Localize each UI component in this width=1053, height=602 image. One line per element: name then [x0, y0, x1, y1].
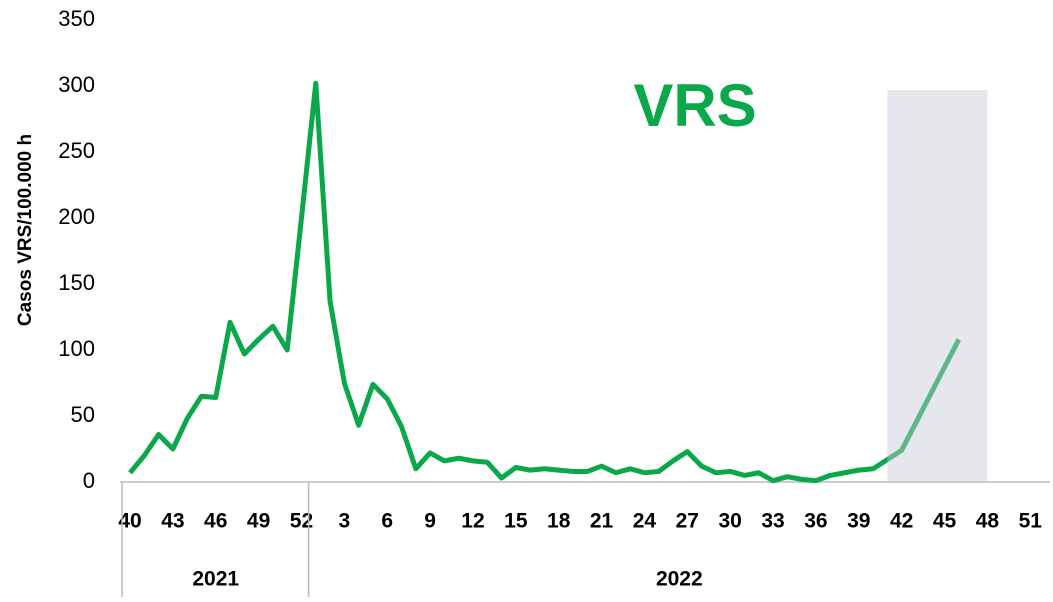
x-tick-label: 3 [339, 510, 351, 533]
y-tick-label: 50 [71, 402, 95, 427]
x-tick-label: 45 [933, 510, 957, 533]
x-tick-label: 39 [847, 510, 870, 533]
x-tick-label: 9 [424, 510, 436, 533]
x-tick-label: 36 [804, 510, 827, 533]
group-label: 2022 [656, 568, 703, 591]
y-axis-title: Casos VRS/100.000 h [15, 134, 36, 326]
x-tick-label: 21 [590, 510, 614, 533]
x-tick-label: 52 [290, 510, 313, 533]
x-tick-label: 49 [247, 510, 270, 533]
y-tick-label: 300 [58, 72, 95, 97]
x-tick-label: 12 [461, 510, 484, 533]
y-tick-label: 150 [58, 270, 95, 295]
group-label: 2021 [192, 568, 239, 591]
shaded-region [887, 90, 988, 482]
annotation: VRS [633, 72, 756, 139]
x-tick-label: 27 [676, 510, 699, 533]
x-tick-label: 33 [761, 510, 784, 533]
x-tick-label: 18 [547, 510, 571, 533]
x-tick-label: 51 [1019, 510, 1043, 533]
y-tick-label: 0 [83, 468, 95, 493]
y-tick-label: 100 [58, 336, 95, 361]
data-line [128, 80, 962, 484]
x-tick-label: 6 [381, 510, 393, 533]
x-tick-label: 42 [890, 510, 913, 533]
y-tick-label: 350 [58, 6, 95, 31]
x-tick-label: 24 [633, 510, 657, 533]
x-tick-label: 40 [118, 510, 141, 533]
y-tick-label: 200 [58, 204, 95, 229]
x-tick-label: 46 [204, 510, 227, 533]
y-tick-label: 250 [58, 138, 95, 163]
x-tick-label: 43 [161, 510, 184, 533]
x-tick-label: 30 [719, 510, 742, 533]
x-tick-label: 48 [976, 510, 1000, 533]
x-tick-label: 15 [504, 510, 528, 533]
